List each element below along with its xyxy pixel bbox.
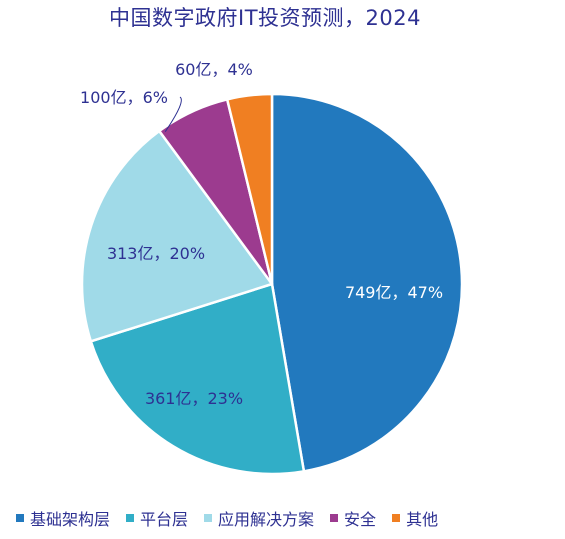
legend-label-security: 安全: [344, 510, 377, 529]
legend-label-platform: 平台层: [140, 510, 189, 529]
legend-item-platform: 平台层: [126, 506, 188, 530]
legend-swatch-security: [330, 514, 339, 522]
leader-line-security: [164, 96, 182, 132]
data-label-other: 60亿，4%: [175, 60, 253, 79]
legend-label-other: 其他: [406, 510, 439, 529]
legend-item-security: 安全: [330, 506, 376, 530]
pie-slice-other: [225, 92, 274, 286]
data-label-platform: 361亿，23%: [145, 389, 243, 408]
pie-slice-platform: [89, 282, 306, 476]
pie-slice-applications: [80, 129, 274, 343]
legend-item-infrastructure: 基础架构层: [16, 506, 110, 530]
data-label-security: 100亿，6%: [80, 88, 168, 107]
data-label-applications: 313亿，20%: [107, 244, 205, 263]
legend-label-applications: 应用解决方案: [218, 510, 315, 529]
chart-title: 中国数字政府IT投资预测，2024: [109, 6, 421, 30]
legend-item-other: 其他: [392, 506, 438, 530]
legend-label-infrastructure: 基础架构层: [30, 510, 111, 529]
legend-swatch-infrastructure: [16, 514, 24, 522]
legend-swatch-applications: [204, 514, 213, 522]
legend: 基础架构层 平台层 应用解决方案 安全 其他: [16, 506, 454, 530]
data-label-infrastructure: 749亿，47%: [345, 283, 443, 302]
legend-swatch-platform: [126, 514, 135, 522]
legend-item-applications: 应用解决方案: [204, 506, 314, 530]
legend-swatch-other: [392, 514, 401, 522]
pie-slice-infrastructure: [270, 92, 464, 473]
